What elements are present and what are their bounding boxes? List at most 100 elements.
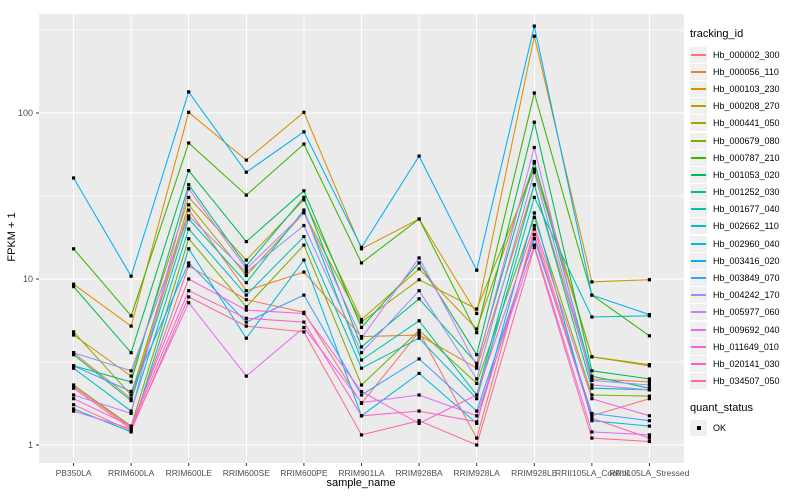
- legend-line-swatch: [691, 53, 706, 56]
- point-marker: [72, 333, 76, 337]
- point-marker: [532, 120, 536, 124]
- point-marker: [129, 429, 133, 433]
- legend-item-label: Hb_005977_060: [713, 307, 780, 318]
- point-marker: [590, 419, 594, 423]
- point-marker: [244, 158, 248, 162]
- x-axis-title: sample_name: [326, 477, 396, 489]
- point-marker: [302, 223, 306, 228]
- point-marker: [302, 211, 306, 215]
- legend-item-label: Hb_004242_170: [713, 290, 780, 301]
- point-marker: [590, 369, 594, 373]
- legend-item-label: Hb_000002_300: [713, 49, 780, 60]
- point-marker: [302, 270, 306, 274]
- point-marker: [417, 154, 421, 158]
- point-marker: [532, 227, 536, 231]
- point-marker: [647, 439, 651, 444]
- point-marker: [129, 411, 133, 415]
- legend-key: [690, 166, 707, 183]
- point-marker: [590, 280, 594, 284]
- point-marker: [417, 256, 421, 260]
- point-marker: [129, 274, 133, 278]
- legend-item-Hb_004242_170: Hb_004242_170: [690, 287, 798, 304]
- point-marker: [647, 388, 651, 392]
- point-marker: [359, 389, 364, 394]
- legend-item-label: Hb_002960_040: [713, 238, 780, 249]
- point-marker: [244, 240, 248, 244]
- point-marker: [417, 409, 421, 413]
- point-marker: [532, 167, 536, 171]
- quant-legend-item: OK: [690, 420, 798, 437]
- legend-item-Hb_034507_050: Hb_034507_050: [690, 373, 798, 390]
- point-marker: [590, 293, 594, 297]
- point-marker: [532, 215, 536, 219]
- point-marker: [417, 393, 421, 397]
- point-marker: [475, 268, 479, 272]
- point-marker: [590, 416, 594, 420]
- x-tick-label: RRIM600PE: [280, 468, 328, 478]
- point-marker: [475, 414, 479, 418]
- point-marker: [475, 397, 479, 401]
- point-marker: [187, 217, 191, 221]
- point-marker: [302, 293, 306, 297]
- legend-item-label: Hb_000208_270: [713, 101, 780, 112]
- point-marker: [302, 311, 306, 316]
- legend-line-swatch: [691, 87, 706, 90]
- point-marker: [590, 355, 594, 359]
- point-marker: [302, 142, 306, 146]
- point-marker: [359, 325, 364, 330]
- x-tick-label: RRIM600LA: [108, 468, 155, 478]
- point-marker: [590, 436, 594, 440]
- point-marker: [129, 380, 133, 384]
- point-marker: [647, 334, 651, 338]
- point-marker: [359, 393, 364, 397]
- legend-key: [690, 270, 707, 287]
- point-marker: [244, 305, 248, 309]
- point-marker: [302, 243, 306, 247]
- point-marker: [475, 307, 479, 311]
- point-marker: [244, 308, 248, 312]
- point-marker: [187, 203, 191, 207]
- legend-item-Hb_002662_110: Hb_002662_110: [690, 218, 798, 235]
- legend-line-swatch: [691, 328, 706, 331]
- point-marker: [244, 324, 248, 328]
- point-marker: [244, 267, 248, 271]
- y-tick-label: 100: [18, 108, 33, 118]
- y-tick-label: 10: [23, 274, 33, 284]
- point-marker: [417, 336, 421, 340]
- point-marker: [359, 351, 364, 355]
- point-marker: [359, 317, 364, 322]
- x-tick-label: RRIM928BA: [395, 468, 443, 478]
- legend-item-Hb_000002_300: Hb_000002_300: [690, 46, 798, 63]
- point-marker: [475, 443, 479, 447]
- point-marker: [532, 223, 536, 228]
- point-marker: [417, 319, 421, 323]
- point-marker: [187, 247, 191, 251]
- y-axis-title: FPKM + 1: [6, 212, 18, 262]
- point-marker: [72, 330, 76, 334]
- point-marker: [647, 278, 651, 282]
- point-marker: [302, 330, 306, 334]
- legend-key: [690, 321, 707, 338]
- point-marker: [72, 285, 76, 289]
- point-marker: [359, 345, 364, 349]
- point-marker: [72, 393, 76, 397]
- legend-line-swatch: [691, 294, 706, 297]
- legend-item-Hb_003849_070: Hb_003849_070: [690, 269, 798, 287]
- legend-item-Hb_005977_060: Hb_005977_060: [690, 304, 798, 321]
- point-marker: [187, 289, 191, 293]
- legend-item-Hb_001677_040: Hb_001677_040: [690, 201, 798, 218]
- point-marker: [647, 397, 651, 401]
- point-marker: [532, 233, 536, 237]
- legend-line-swatch: [691, 191, 706, 194]
- point-marker: [417, 333, 421, 337]
- point-marker: [417, 371, 421, 375]
- point-marker: [417, 267, 421, 271]
- point-marker: [475, 366, 479, 370]
- point-marker: [532, 195, 536, 199]
- legend-key: [690, 63, 707, 80]
- legend-item-label: Hb_000679_080: [713, 135, 780, 146]
- point-marker: [72, 364, 76, 368]
- legend-key: [690, 184, 707, 201]
- legend-item-label: Hb_001252_030: [713, 187, 780, 198]
- point-marker: [647, 313, 651, 317]
